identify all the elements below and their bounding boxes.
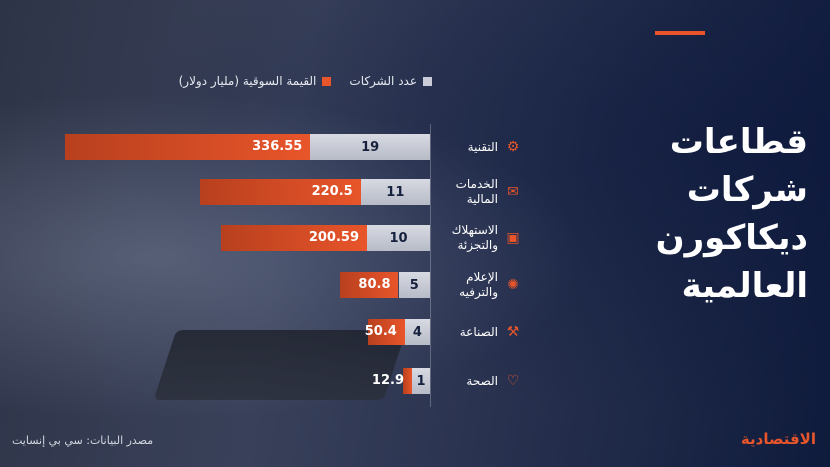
- bar-count-1: 11: [360, 179, 430, 205]
- data-source: مصدر البيانات: سي بي إنسايت: [12, 434, 154, 447]
- gear-chip-icon: ⚙: [506, 139, 520, 155]
- value-label-1: 220.5: [311, 184, 353, 199]
- bar-count-4: 4: [404, 319, 430, 345]
- bar-value-3: [339, 272, 399, 298]
- value-label-3: 80.8: [358, 277, 391, 292]
- chart-legend: عدد الشركات القيمة السوقية (مليار دولار): [150, 71, 432, 91]
- title-line-3: العالمية: [681, 266, 808, 306]
- brand-logo: الاقتصادية: [740, 430, 816, 448]
- value-label-5: 12.9: [371, 373, 404, 388]
- category-label-2: الاستهلاك والتجزئة: [451, 223, 498, 252]
- bar-value-1: [199, 179, 361, 205]
- category-label-0: التقنية: [467, 140, 498, 154]
- legend-item-count: عدد الشركات: [349, 74, 432, 88]
- stethoscope-icon: ♡: [506, 373, 520, 389]
- category-label-4: الصناعة: [459, 325, 498, 339]
- bar-count-2: 10: [367, 225, 430, 251]
- value-label-0: 336.55: [252, 139, 303, 154]
- media-gear-icon: ✺: [507, 277, 519, 293]
- bar-value-0: [64, 134, 311, 160]
- category-label-5: الصحة: [466, 374, 498, 388]
- legend-swatch-count: [423, 76, 432, 86]
- wrench-icon: ⚒: [506, 324, 520, 340]
- axis-divider: [430, 124, 431, 407]
- bar-value-4: [368, 319, 405, 345]
- legend-label-count: عدد الشركات: [349, 74, 417, 88]
- wallet-icon: ✉: [507, 184, 519, 200]
- shopping-bag-icon: ▣: [506, 230, 520, 246]
- title-accent-line: [655, 31, 705, 35]
- legend-swatch-value: [322, 76, 332, 86]
- chart-title: قطاعات شركات ديكاكورن العالمية: [548, 118, 808, 310]
- bar-count-3: 5: [398, 272, 430, 298]
- bar-value-2: [220, 225, 367, 251]
- bar-count-0: 19: [310, 134, 430, 160]
- category-label-1: الخدمات المالية: [455, 177, 498, 206]
- value-label-4: 50.4: [364, 324, 397, 339]
- legend-label-value: القيمة السوقية (مليار دولار): [178, 74, 317, 88]
- title-line-1: قطاعات شركات: [669, 122, 808, 210]
- legend-item-value: القيمة السوقية (مليار دولار): [179, 74, 332, 88]
- category-label-3: الإعلام والترفيه: [459, 270, 498, 299]
- bar-value-5: [402, 368, 412, 394]
- value-label-2: 200.59: [308, 230, 359, 245]
- bar-count-5: 1: [412, 368, 430, 394]
- title-line-2: ديكاكورن: [655, 218, 808, 258]
